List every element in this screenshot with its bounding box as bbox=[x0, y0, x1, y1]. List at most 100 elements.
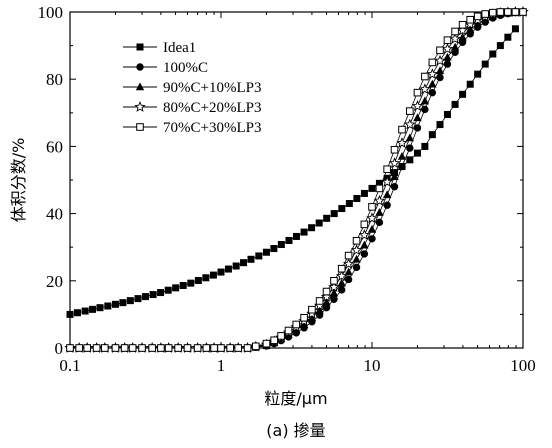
data-point bbox=[473, 12, 482, 21]
data-point bbox=[375, 184, 384, 193]
legend-item-3: 90%C+10%LP3 bbox=[123, 80, 261, 96]
data-point bbox=[209, 271, 217, 279]
data-point bbox=[164, 344, 173, 352]
legend-label: 70%C+30%LP3 bbox=[163, 120, 261, 136]
data-point bbox=[413, 113, 422, 122]
legend-marker bbox=[136, 43, 144, 51]
data-point bbox=[443, 60, 452, 68]
x-tick-label: 0.1 bbox=[59, 356, 80, 375]
data-point bbox=[358, 229, 371, 240]
data-point bbox=[337, 278, 346, 287]
data-point bbox=[390, 145, 399, 154]
data-point bbox=[193, 344, 202, 352]
data-point bbox=[466, 15, 474, 24]
data-point bbox=[300, 313, 308, 322]
data-point bbox=[66, 344, 74, 352]
data-point bbox=[473, 19, 482, 28]
data-point bbox=[436, 121, 444, 129]
legend-marker bbox=[136, 123, 144, 131]
data-point bbox=[251, 342, 260, 351]
data-point bbox=[443, 52, 452, 61]
data-point bbox=[308, 224, 316, 232]
data-point bbox=[435, 66, 445, 75]
data-point bbox=[481, 60, 489, 68]
data-point bbox=[421, 142, 429, 150]
data-point bbox=[322, 303, 331, 312]
data-point bbox=[134, 295, 142, 303]
y-tick-label: 0 bbox=[55, 339, 64, 358]
data-point bbox=[390, 172, 399, 180]
data-point bbox=[255, 252, 263, 260]
data-point bbox=[187, 279, 195, 287]
data-point bbox=[66, 310, 74, 318]
legend-label: 100%C bbox=[163, 60, 208, 76]
data-point bbox=[100, 344, 109, 352]
data-point bbox=[397, 151, 407, 160]
legend-label: Idea1 bbox=[163, 40, 196, 56]
data-point bbox=[352, 254, 361, 263]
data-point bbox=[308, 305, 316, 314]
data-point bbox=[420, 96, 430, 105]
data-point bbox=[421, 72, 429, 81]
data-point bbox=[373, 194, 386, 206]
data-point bbox=[179, 282, 187, 290]
figure-caption: (a) 掺量 bbox=[266, 421, 325, 440]
legend-marker bbox=[134, 101, 146, 112]
data-point bbox=[436, 73, 444, 82]
data-point bbox=[194, 276, 202, 284]
series-1 bbox=[66, 25, 519, 318]
data-point bbox=[353, 194, 361, 202]
data-point bbox=[458, 32, 467, 41]
data-point bbox=[330, 210, 338, 218]
data-point bbox=[406, 107, 414, 115]
data-point bbox=[344, 267, 353, 276]
data-point bbox=[481, 10, 490, 18]
data-point bbox=[352, 237, 361, 245]
data-point bbox=[183, 344, 192, 352]
data-point bbox=[366, 212, 378, 224]
data-point bbox=[511, 25, 519, 33]
data-point bbox=[149, 291, 157, 299]
legend-item-4: 80%C+20%LP3 bbox=[123, 100, 261, 116]
data-point bbox=[92, 344, 101, 352]
series-line bbox=[69, 28, 516, 315]
data-point bbox=[413, 88, 422, 97]
data-point bbox=[164, 286, 172, 294]
data-point bbox=[234, 344, 243, 352]
data-point bbox=[344, 275, 353, 284]
data-point bbox=[406, 144, 414, 152]
data-point bbox=[104, 302, 112, 310]
x-tick-label: 1 bbox=[217, 356, 226, 375]
data-point bbox=[138, 344, 146, 352]
data-point bbox=[382, 190, 392, 199]
data-point bbox=[262, 339, 271, 348]
data-point bbox=[360, 189, 368, 197]
data-point bbox=[456, 24, 469, 36]
data-point bbox=[405, 133, 415, 142]
data-point bbox=[338, 205, 346, 213]
legend-marker bbox=[135, 82, 145, 91]
data-point bbox=[217, 268, 225, 276]
data-point bbox=[360, 240, 369, 249]
data-point bbox=[330, 295, 338, 303]
data-point bbox=[344, 251, 353, 260]
y-tick-label: 60 bbox=[46, 137, 63, 156]
data-point bbox=[504, 33, 512, 41]
data-point bbox=[262, 248, 270, 256]
data-point bbox=[148, 344, 156, 352]
data-point bbox=[474, 70, 482, 78]
data-point bbox=[413, 124, 422, 132]
data-point bbox=[240, 259, 248, 267]
data-point bbox=[126, 297, 134, 305]
data-point bbox=[96, 304, 104, 312]
data-point bbox=[217, 344, 225, 352]
legend-item-1: Idea1 bbox=[123, 40, 196, 56]
data-point bbox=[511, 8, 520, 16]
data-point bbox=[174, 344, 182, 352]
data-point bbox=[367, 224, 377, 233]
data-point bbox=[320, 290, 333, 302]
data-point bbox=[119, 299, 127, 307]
y-tick-label: 20 bbox=[46, 272, 63, 291]
data-point bbox=[277, 332, 285, 340]
